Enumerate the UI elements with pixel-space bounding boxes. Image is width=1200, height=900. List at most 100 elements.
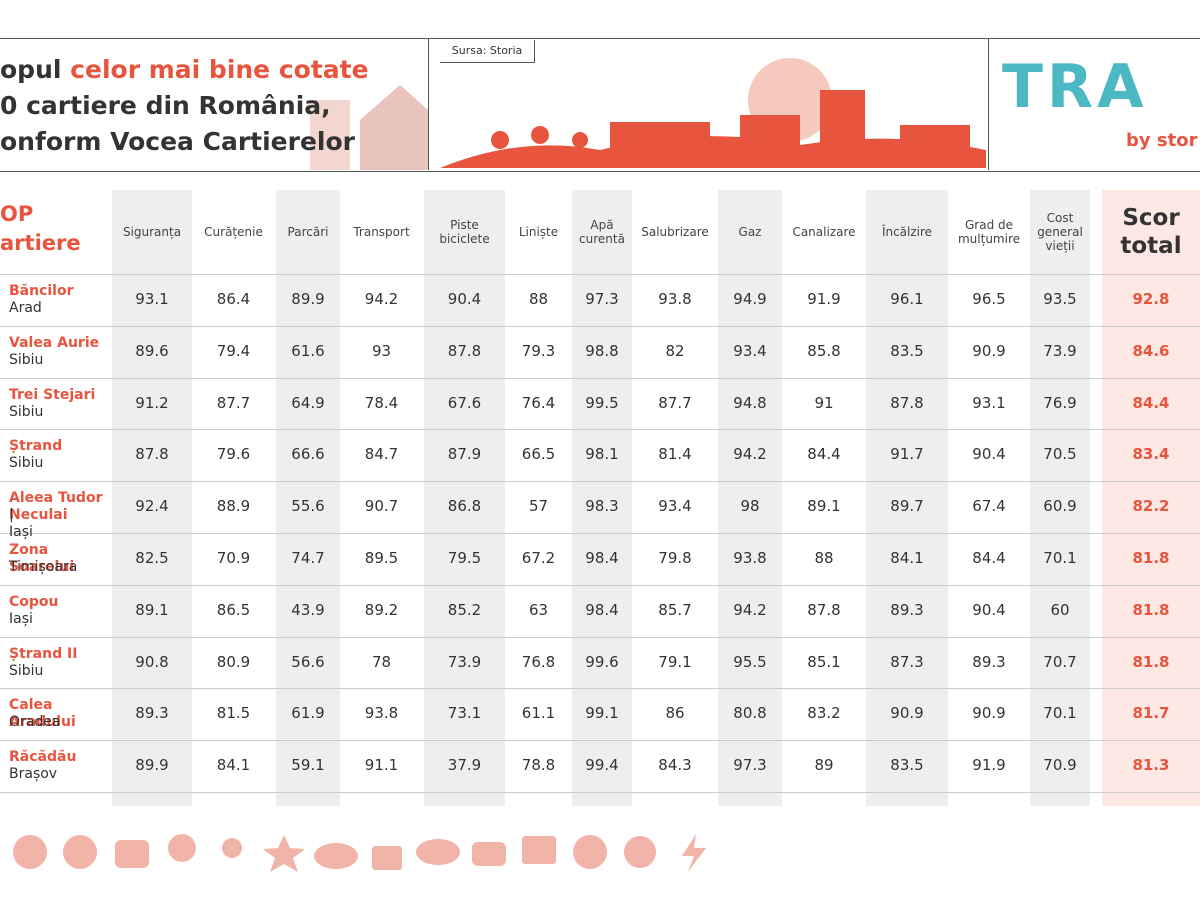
cell-value: 89.5 — [364, 549, 399, 567]
cell-value: 95.5 — [733, 652, 767, 671]
column-header: Parcări — [287, 225, 329, 239]
row-name: Valea Aurie — [9, 334, 100, 351]
cell-value: 87.7 — [216, 393, 251, 412]
cell-value: 67.2 — [521, 549, 556, 567]
row-line — [0, 740, 1200, 742]
cell-value: 93.4 — [658, 497, 692, 516]
cell-value: 85.8 — [807, 341, 841, 360]
cell-value: 63 — [528, 600, 549, 619]
cell-value: 99.4 — [585, 756, 619, 775]
row-city: Brașov — [9, 766, 58, 783]
column-header: Cost general vieții — [1037, 211, 1083, 253]
row-line — [0, 533, 1200, 534]
column-header: Încălzire — [881, 225, 933, 239]
cell-value: 96.1 — [890, 290, 924, 308]
cell-value: 73.9 — [447, 652, 482, 671]
cell-value: 61.1 — [521, 704, 556, 723]
cell-value: 88 — [528, 290, 549, 308]
cell-value: 98.3 — [585, 497, 619, 516]
cell-value: 64.9 — [291, 393, 325, 412]
cell-value: 81.5 — [216, 704, 251, 723]
cell-value: 89.6 — [135, 341, 169, 360]
row-city: Sibiu — [9, 403, 44, 420]
row-city: Iași — [9, 610, 33, 627]
cell-value: 88 — [814, 549, 834, 567]
column-bg — [718, 190, 782, 806]
cell-value: 84.1 — [216, 756, 251, 775]
column-header: Canalizare — [792, 225, 856, 239]
cell-value: 57 — [528, 497, 549, 516]
cell-value: 87.3 — [890, 652, 924, 671]
cell-value: 60 — [1050, 600, 1070, 619]
cell-value: 93.8 — [658, 290, 692, 308]
cell-value: 79.1 — [658, 652, 692, 671]
cell-value: 93.8 — [733, 549, 767, 567]
cell-value: 70.5 — [1043, 445, 1077, 464]
cell-value: 66.6 — [291, 445, 325, 464]
cell-value: 87.8 — [890, 393, 924, 412]
column-bg — [572, 190, 632, 806]
cell-value: 80.9 — [216, 652, 251, 671]
source: Sursa: Storia — [440, 40, 535, 63]
column-bg — [1030, 190, 1090, 806]
row-city: Oradea — [9, 714, 61, 731]
cell-value: 93.5 — [1043, 290, 1077, 308]
row-line — [0, 688, 1200, 690]
row-name: Calea Aradului — [9, 697, 76, 731]
cell-value: 98.4 — [585, 549, 619, 567]
cell-value: 93.1 — [135, 290, 169, 308]
cell-value: 56.6 — [291, 652, 325, 671]
column-bg — [1102, 190, 1200, 806]
cell-value: 93.1 — [972, 393, 1006, 412]
cell-value: 81.3 — [1132, 756, 1170, 775]
column-header: Transport — [353, 225, 410, 239]
cell-value: 92.4 — [135, 497, 169, 516]
cell-value: 82 — [665, 341, 685, 360]
cell-value: 61.6 — [291, 341, 325, 360]
cell-value: 89.1 — [807, 497, 841, 516]
cell-value: 83.5 — [890, 341, 924, 360]
cell-value: 61.9 — [291, 704, 325, 723]
cell-value: 87.8 — [807, 600, 841, 619]
cell-value: 84.4 — [972, 549, 1006, 567]
cell-value: 74.7 — [291, 549, 325, 567]
column-bg — [112, 190, 192, 806]
cell-value: 94.9 — [733, 290, 767, 308]
column-bg — [276, 190, 340, 806]
cell-value: 98.8 — [585, 341, 619, 360]
cell-value: 59.1 — [291, 756, 325, 775]
cell-value: 66.5 — [521, 445, 556, 464]
cell-value: 84.7 — [364, 445, 399, 464]
cell-value: 84.6 — [1132, 341, 1170, 360]
cell-value: 55.6 — [291, 497, 325, 516]
cell-value: 83.4 — [1132, 445, 1170, 464]
cell-value: 85.1 — [807, 652, 841, 671]
column-header: Gaz — [738, 225, 762, 239]
cell-value: 91.9 — [807, 290, 841, 308]
cell-value: 79.4 — [216, 341, 251, 360]
cell-value: 99.1 — [585, 704, 619, 723]
cell-value: 93.4 — [733, 341, 767, 360]
cell-value: 89.1 — [135, 600, 169, 619]
cell-value: 70.7 — [1043, 652, 1077, 671]
column-header: Siguranța — [122, 225, 182, 239]
cell-value: 89.3 — [972, 652, 1006, 671]
cell-value: 90.9 — [972, 704, 1006, 723]
row-name: Ștrand II — [9, 645, 78, 662]
cell-value: 88.9 — [216, 497, 251, 516]
cell-value: 98.1 — [585, 445, 619, 464]
row-name: Aleea Tudor Neculai — [9, 490, 103, 524]
cell-value: 86.4 — [216, 290, 251, 308]
cell-value: 81.8 — [1132, 600, 1170, 619]
cell-value: 86.8 — [447, 497, 482, 516]
row-city: Timișoara — [9, 559, 78, 575]
cell-value: 86 — [665, 704, 685, 723]
header-frame — [0, 38, 1200, 172]
icon-row — [13, 834, 706, 872]
cell-value: 83.2 — [807, 704, 841, 723]
row-city: Sibiu — [9, 351, 44, 368]
cell-value: 90.4 — [972, 600, 1006, 619]
cell-value: 99.6 — [585, 652, 619, 671]
logo-by: by stor — [1126, 130, 1198, 151]
